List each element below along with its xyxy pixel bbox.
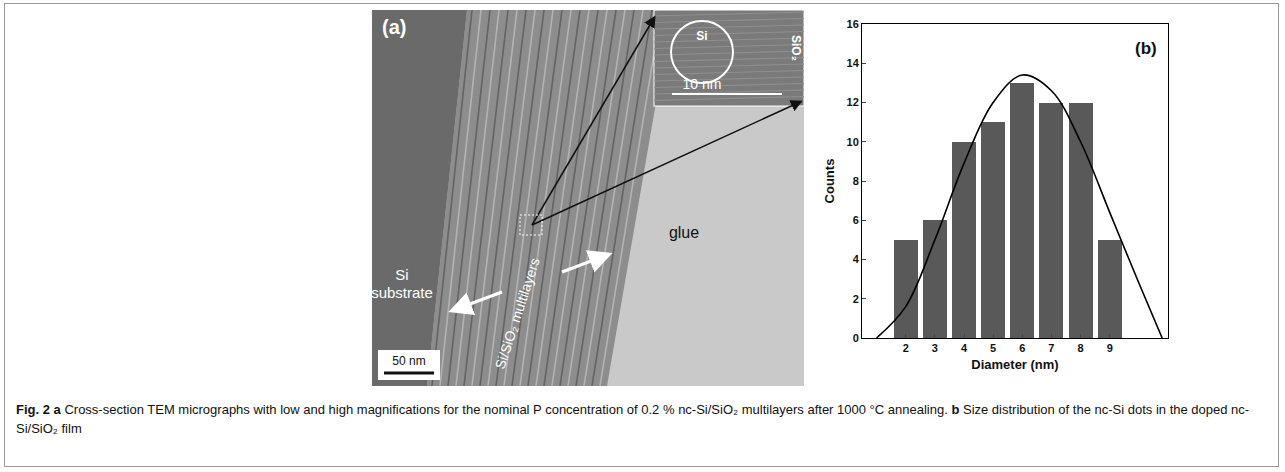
svg-text:6: 6 (1019, 342, 1025, 354)
svg-text:4: 4 (853, 253, 860, 265)
svg-text:5: 5 (990, 342, 996, 354)
svg-text:4: 4 (961, 342, 968, 354)
svg-text:Counts: Counts (822, 159, 837, 204)
svg-text:8: 8 (1078, 342, 1084, 354)
svg-text:0: 0 (853, 332, 859, 344)
svg-text:(b): (b) (1135, 39, 1157, 58)
svg-text:12: 12 (847, 96, 859, 108)
svg-text:2: 2 (903, 342, 909, 354)
svg-text:8: 8 (853, 175, 859, 187)
html-text:Fig. 2 a Cross-section TEM mic: Fig. 2 a Cross-section TEM micrographs w… (16, 402, 1250, 436)
svg-text:10: 10 (847, 136, 859, 148)
svg-text:(a): (a) (382, 16, 406, 38)
svg-text:14: 14 (847, 57, 860, 69)
svg-text:Si: Si (696, 29, 707, 43)
svg-text:16: 16 (847, 18, 859, 30)
svg-text:Si/SiO₂ multilayers: Si/SiO₂ multilayers (492, 256, 543, 371)
svg-text:6: 6 (853, 214, 859, 226)
svg-text:50 nm: 50 nm (392, 354, 425, 368)
svg-text:Diameter (nm): Diameter (nm) (971, 357, 1058, 372)
svg-text:glue: glue (669, 224, 699, 241)
svg-text:7: 7 (1048, 342, 1054, 354)
svg-text:9: 9 (1107, 342, 1113, 354)
svg-text:3: 3 (932, 342, 938, 354)
svg-text:2: 2 (853, 293, 859, 305)
svg-text:SiO₂: SiO₂ (789, 35, 803, 61)
svg-text:Sisubstrate: Sisubstrate (372, 266, 433, 301)
svg-text:10 nm: 10 nm (683, 76, 722, 92)
